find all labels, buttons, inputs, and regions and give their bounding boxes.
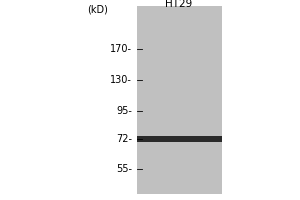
- Text: 95-: 95-: [116, 106, 132, 116]
- Text: (kD): (kD): [87, 5, 108, 15]
- Text: 130-: 130-: [110, 75, 132, 85]
- Text: HT29: HT29: [165, 0, 192, 9]
- Text: 170-: 170-: [110, 44, 132, 54]
- Bar: [136, 136, 222, 142]
- Text: 55-: 55-: [116, 164, 132, 174]
- Bar: [136, 6, 222, 194]
- Text: 72-: 72-: [116, 134, 132, 144]
